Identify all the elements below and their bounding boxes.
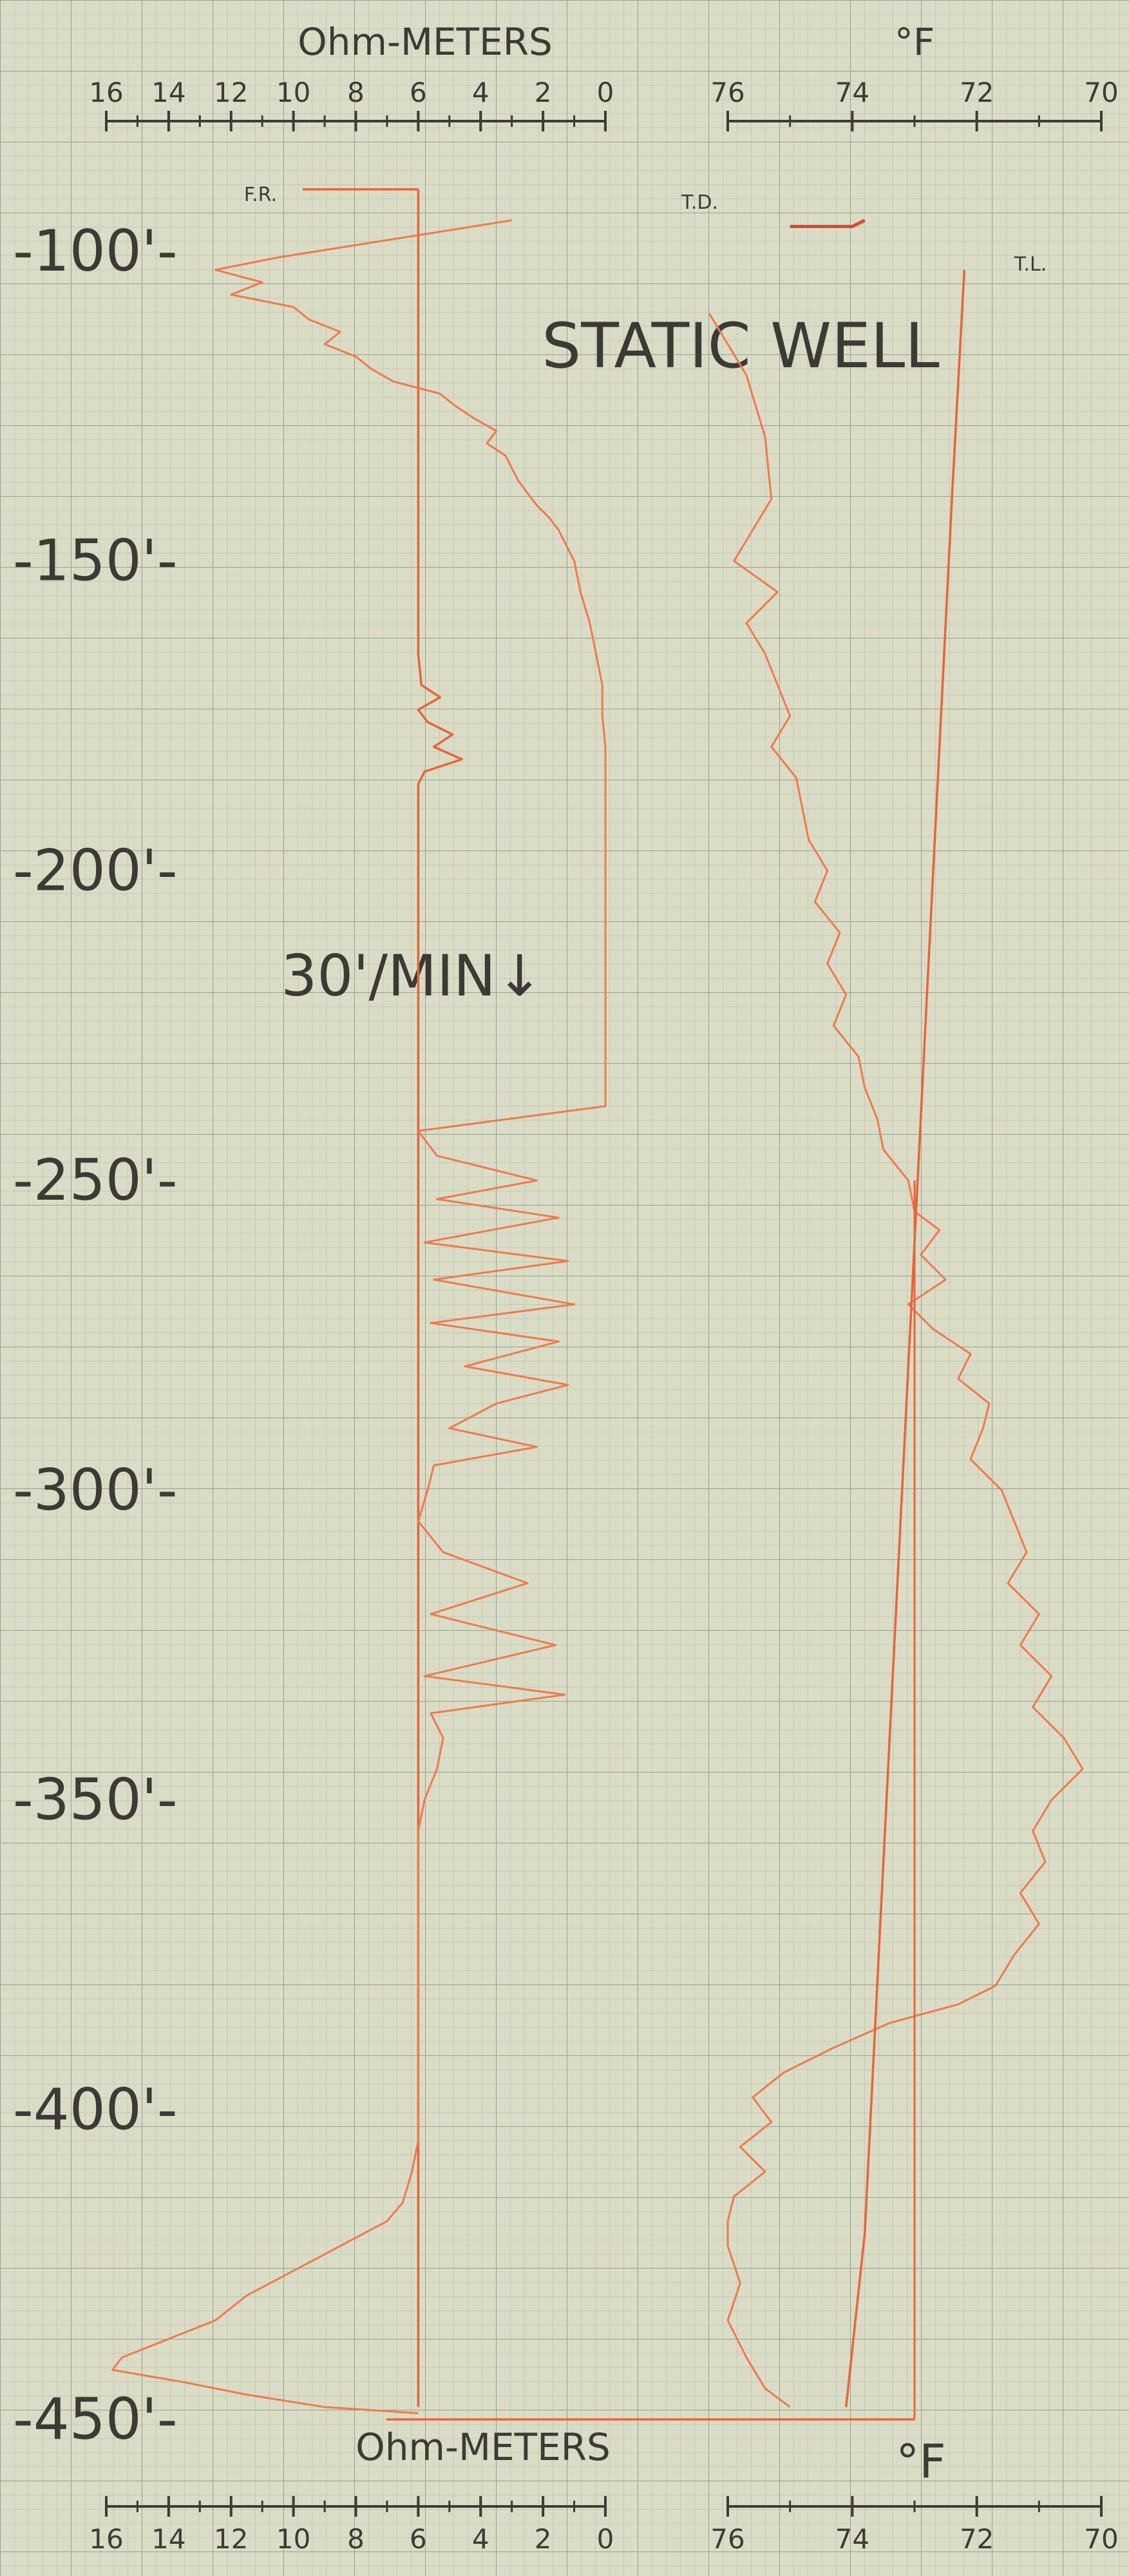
resistivity-tick-label: 4 (472, 2523, 489, 2555)
resistivity-tick-label: 12 (214, 2523, 248, 2555)
resistivity-tick-label: 14 (151, 2523, 185, 2555)
resistivity-axis-title-top: Ohm-METERS (298, 20, 553, 64)
resistivity-tick-label: 0 (597, 77, 614, 108)
resistivity-tick-label: 16 (89, 77, 123, 108)
chart-title: STATIC WELL (542, 310, 939, 382)
depth-tick-label: -450'- (13, 2386, 178, 2452)
resistivity-axis-title-bottom: Ohm-METERS (356, 2425, 611, 2469)
temperature-tick-label: 72 (960, 2523, 994, 2555)
depth-tick-label: -300'- (13, 1457, 178, 1523)
depth-tick-label: -150'- (13, 528, 178, 594)
series-t-l (844, 269, 966, 2407)
temperature-tick-label: 74 (835, 2523, 869, 2555)
axes: -100'- -150'- -200'- -250'- -300'- -350'- -400… (13, 77, 1119, 2555)
temperature-tick-label: 74 (835, 77, 869, 108)
depth-tick-label: -200'- (13, 837, 178, 903)
depth-tick-label: -100'- (13, 218, 178, 284)
fr-label: F.R. (244, 184, 277, 206)
resistivity-tick-label: 12 (214, 77, 248, 108)
chart-labels: Ohm-METERS °F STATIC WELL 30'/MIN↓ F.R. … (244, 20, 1047, 2488)
temperature-axis-title-bottom: °F (896, 2434, 945, 2488)
temperature-tick-label: 76 (710, 2523, 745, 2555)
temperature-tick-label: 70 (1084, 2523, 1118, 2555)
series-temperature-curve (708, 312, 1084, 2408)
depth-tick-label: -400'- (13, 2076, 178, 2142)
resistivity-tick-label: 0 (597, 2523, 614, 2555)
series-resistivity-curve (111, 219, 607, 2414)
td-label: T.D. (681, 191, 718, 214)
resistivity-tick-label: 2 (535, 2523, 552, 2555)
temperature-tick-label: 70 (1084, 77, 1118, 108)
resistivity-tick-label: 4 (472, 77, 489, 108)
resistivity-tick-label: 2 (535, 77, 552, 108)
temperature-tick-label: 76 (710, 77, 745, 108)
curves (111, 188, 1084, 2421)
resistivity-tick-label: 10 (276, 2523, 310, 2555)
depth-tick-label: -350'- (13, 1767, 178, 1833)
resistivity-tick-label: 8 (347, 2523, 365, 2555)
resistivity-tick-label: 16 (89, 2523, 123, 2555)
resistivity-tick-label: 8 (347, 77, 365, 108)
speed-annotation: 30'/MIN↓ (281, 943, 543, 1009)
resistivity-tick-label: 10 (276, 77, 310, 108)
tl-label: T.L. (1014, 253, 1047, 276)
temperature-axis-title-top: °F (895, 20, 935, 64)
resistivity-tick-label: 6 (410, 2523, 427, 2555)
temperature-tick-label: 72 (960, 77, 994, 108)
depth-tick-label: -250'- (13, 1147, 178, 1213)
resistivity-tick-label: 6 (410, 77, 427, 108)
resistivity-tick-label: 14 (151, 77, 185, 108)
series-t-d (790, 218, 866, 228)
